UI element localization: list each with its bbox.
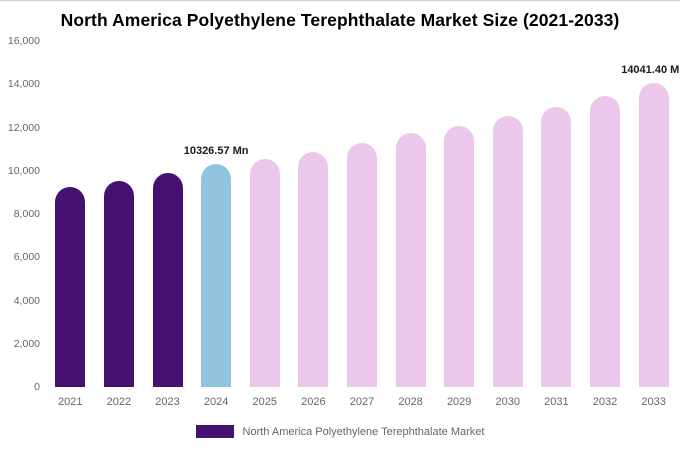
bar-2031[interactable] [541, 106, 572, 387]
bar-2021[interactable] [55, 187, 86, 387]
x-axis-label: 2022 [106, 396, 132, 408]
plot-area: 10326.57 Mn 14041.40 Mn [46, 41, 680, 387]
x-axis-label: 2026 [301, 396, 326, 408]
bar-slot [532, 41, 581, 387]
bar-2030[interactable] [492, 116, 523, 387]
x-axis-label: 2033 [641, 396, 666, 408]
x-axis-label: 2031 [544, 396, 569, 408]
x-axis-label: 2027 [349, 396, 375, 408]
x-axis-label: 2032 [592, 396, 618, 408]
legend-label: North America Polyethylene Terephthalate… [242, 425, 485, 438]
y-axis: 16,000 14,000 12,000 10,000 8,000 6,000 4,000 2… [0, 35, 46, 393]
bar-slot: 14041.40 Mn [621, 41, 680, 387]
chart-container: North America Polyethylene Terephthalate… [0, 10, 680, 438]
bar-2022[interactable] [103, 180, 134, 387]
bar-slot [95, 41, 144, 387]
bar-slot [289, 41, 338, 387]
bar-2024[interactable] [201, 163, 232, 387]
y-axis-tick-label: 14,000 [7, 78, 40, 91]
x-axis-label: 2030 [495, 396, 521, 408]
bar-2025[interactable] [249, 158, 280, 387]
bar-slot [386, 41, 435, 387]
bar-slot [46, 41, 95, 387]
y-axis-tick-label: 2,000 [13, 337, 40, 350]
bar-2032[interactable] [590, 96, 620, 387]
bar-value-label: 10326.57 Mn [183, 144, 249, 157]
bar-2028[interactable] [395, 133, 426, 387]
x-axis-label: 2028 [398, 396, 423, 408]
bar-slot [483, 41, 532, 387]
y-axis-tick-label: 0 [34, 381, 40, 393]
bar-slot [338, 41, 387, 387]
bar-value-label: 14041.40 Mn [621, 64, 680, 77]
x-axis-label: 2021 [58, 396, 83, 408]
bar-2026[interactable] [298, 151, 329, 387]
y-axis-tick-label: 16,000 [7, 35, 40, 47]
y-axis-tick-label: 12,000 [7, 121, 40, 134]
bar-slot [581, 41, 630, 387]
y-axis-tick-label: 8,000 [13, 208, 40, 220]
chart-body: 16,000 14,000 12,000 10,000 8,000 6,000 4,000 2… [0, 35, 680, 393]
bar-slot [240, 41, 289, 387]
bar-2033[interactable] [638, 83, 669, 387]
legend-swatch [195, 425, 234, 438]
bar-slot: 10326.57 Mn [184, 41, 249, 387]
bar-slot [143, 41, 192, 387]
bar-2023[interactable] [152, 172, 183, 387]
x-axis-label: 2024 [203, 396, 229, 408]
bar-2027[interactable] [346, 142, 377, 387]
bar-2029[interactable] [444, 125, 475, 387]
chart-title: North America Polyethylene Terephthalate… [60, 10, 620, 30]
x-axis-label: 2025 [252, 396, 277, 408]
legend-item[interactable]: North America Polyethylene Terephthalate… [0, 425, 680, 438]
y-axis-tick-label: 6,000 [13, 251, 40, 264]
x-axis-label: 2023 [155, 396, 180, 408]
bar-slot [435, 41, 484, 387]
x-axis: 2021 2022 2023 2024 2025 2026 2027 2028 2029 2030… [46, 396, 678, 408]
y-axis-tick-label: 10,000 [7, 164, 40, 177]
x-axis-label: 2029 [446, 396, 472, 408]
y-axis-tick-label: 4,000 [13, 294, 40, 307]
